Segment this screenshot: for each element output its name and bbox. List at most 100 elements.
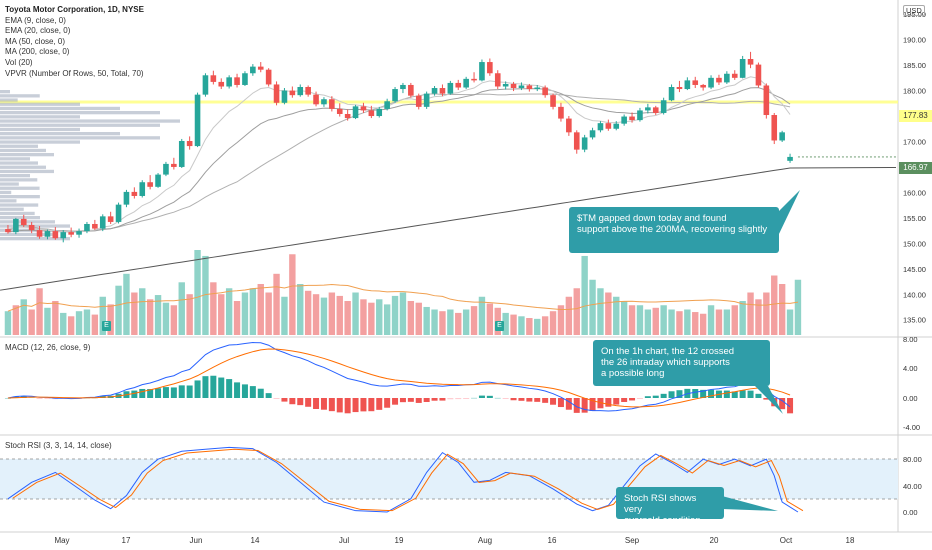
candle-body[interactable] xyxy=(621,116,627,124)
candle-body[interactable] xyxy=(92,223,98,229)
candle-body[interactable] xyxy=(660,100,667,113)
candle-body[interactable] xyxy=(542,87,548,96)
candle-body[interactable] xyxy=(573,132,580,150)
candle-body[interactable] xyxy=(171,163,177,167)
candle-body[interactable] xyxy=(613,123,620,129)
candle-body[interactable] xyxy=(28,225,35,231)
candle-body[interactable] xyxy=(321,99,327,105)
candle-body[interactable] xyxy=(423,93,430,107)
macd-callout[interactable]: On the 1h chart, the 12 crossed the 26 i… xyxy=(593,340,770,386)
candle-body[interactable] xyxy=(731,73,738,78)
candle-body[interactable] xyxy=(510,83,517,89)
candle-body[interactable] xyxy=(210,75,217,82)
candle-body[interactable] xyxy=(605,123,612,129)
stoch-callout[interactable]: Stoch RSI shows very oversold condition xyxy=(616,487,724,526)
candle-body[interactable] xyxy=(779,132,785,141)
candle-body[interactable] xyxy=(139,182,146,196)
candle-body[interactable] xyxy=(115,204,122,222)
candle-body[interactable] xyxy=(305,87,311,95)
candle-body[interactable] xyxy=(763,85,770,116)
legend-vpvr[interactable]: VPVR (Number Of Rows, 50, Total, 70) xyxy=(5,68,144,78)
candle-body[interactable] xyxy=(431,88,438,94)
candle-body[interactable] xyxy=(155,174,161,187)
candle-body[interactable] xyxy=(771,115,778,141)
legend-ema9[interactable]: EMA (9, close, 0) xyxy=(5,15,66,25)
legend-vol[interactable]: Vol (20) xyxy=(5,57,33,67)
candle-body[interactable] xyxy=(257,66,264,70)
candle-body[interactable] xyxy=(202,75,209,95)
candle-body[interactable] xyxy=(787,156,793,161)
candle-body[interactable] xyxy=(455,82,462,88)
candle-body[interactable] xyxy=(558,106,564,119)
candle-body[interactable] xyxy=(131,191,138,196)
candle-body[interactable] xyxy=(684,80,691,90)
candle-body[interactable] xyxy=(550,95,556,107)
candle-body[interactable] xyxy=(5,229,11,233)
candle-body[interactable] xyxy=(747,58,754,65)
candle-body[interactable] xyxy=(487,62,493,74)
candle-body[interactable] xyxy=(84,223,90,232)
candle-body[interactable] xyxy=(471,78,477,81)
candle-body[interactable] xyxy=(755,64,762,86)
candle-body[interactable] xyxy=(526,85,533,90)
candle-body[interactable] xyxy=(716,77,722,83)
candle-body[interactable] xyxy=(479,62,485,81)
candle-body[interactable] xyxy=(234,77,240,85)
candle-body[interactable] xyxy=(344,113,351,119)
candle-body[interactable] xyxy=(226,77,232,87)
candle-body[interactable] xyxy=(265,69,272,85)
candle-body[interactable] xyxy=(392,89,398,102)
candle-body[interactable] xyxy=(13,218,19,233)
candle-body[interactable] xyxy=(147,182,153,187)
candle-body[interactable] xyxy=(352,106,359,119)
candle-body[interactable] xyxy=(700,84,706,88)
candle-body[interactable] xyxy=(668,87,675,101)
candle-body[interactable] xyxy=(297,87,304,96)
candle-body[interactable] xyxy=(313,94,319,105)
candle-body[interactable] xyxy=(68,232,74,235)
legend-ma50[interactable]: MA (50, close, 0) xyxy=(5,36,66,46)
macd-legend[interactable]: MACD (12, 26, close, 9) xyxy=(5,343,91,352)
candle-body[interactable] xyxy=(107,216,114,222)
candle-body[interactable] xyxy=(289,90,296,96)
candle-body[interactable] xyxy=(44,231,51,237)
candle-body[interactable] xyxy=(629,116,635,121)
candle-body[interactable] xyxy=(494,73,501,87)
candle-body[interactable] xyxy=(652,107,659,113)
candle-body[interactable] xyxy=(415,95,422,107)
candle-body[interactable] xyxy=(178,140,185,167)
earnings-marker[interactable]: E xyxy=(102,321,111,331)
candle-body[interactable] xyxy=(518,85,525,89)
candle-body[interactable] xyxy=(281,90,288,103)
legend-ema20[interactable]: EMA (20, close, 0) xyxy=(5,26,71,36)
candle-body[interactable] xyxy=(384,101,390,109)
candle-body[interactable] xyxy=(76,231,82,235)
candle-body[interactable] xyxy=(708,77,714,88)
candle-body[interactable] xyxy=(400,84,406,90)
candle-body[interactable] xyxy=(502,83,509,87)
candlesticks[interactable] xyxy=(5,51,898,243)
candle-body[interactable] xyxy=(52,231,59,239)
candle-body[interactable] xyxy=(376,108,383,117)
candle-body[interactable] xyxy=(439,88,446,94)
candle-body[interactable] xyxy=(692,80,699,85)
candle-body[interactable] xyxy=(597,123,604,131)
earnings-marker[interactable]: E xyxy=(495,321,504,331)
currency-label[interactable]: USD xyxy=(903,5,925,16)
candle-body[interactable] xyxy=(123,191,130,205)
candle-body[interactable] xyxy=(589,130,596,138)
candle-body[interactable] xyxy=(724,73,730,83)
candle-body[interactable] xyxy=(36,230,43,237)
candle-body[interactable] xyxy=(194,94,201,147)
candle-body[interactable] xyxy=(163,163,169,175)
candle-body[interactable] xyxy=(186,140,193,147)
candle-body[interactable] xyxy=(368,110,375,117)
candle-body[interactable] xyxy=(360,106,367,111)
legend-ma200[interactable]: MA (200, close, 0) xyxy=(5,47,70,57)
candle-body[interactable] xyxy=(676,87,683,90)
candle-body[interactable] xyxy=(581,137,588,150)
candle-body[interactable] xyxy=(637,110,643,121)
candle-body[interactable] xyxy=(242,73,248,85)
candle-body[interactable] xyxy=(645,107,651,111)
